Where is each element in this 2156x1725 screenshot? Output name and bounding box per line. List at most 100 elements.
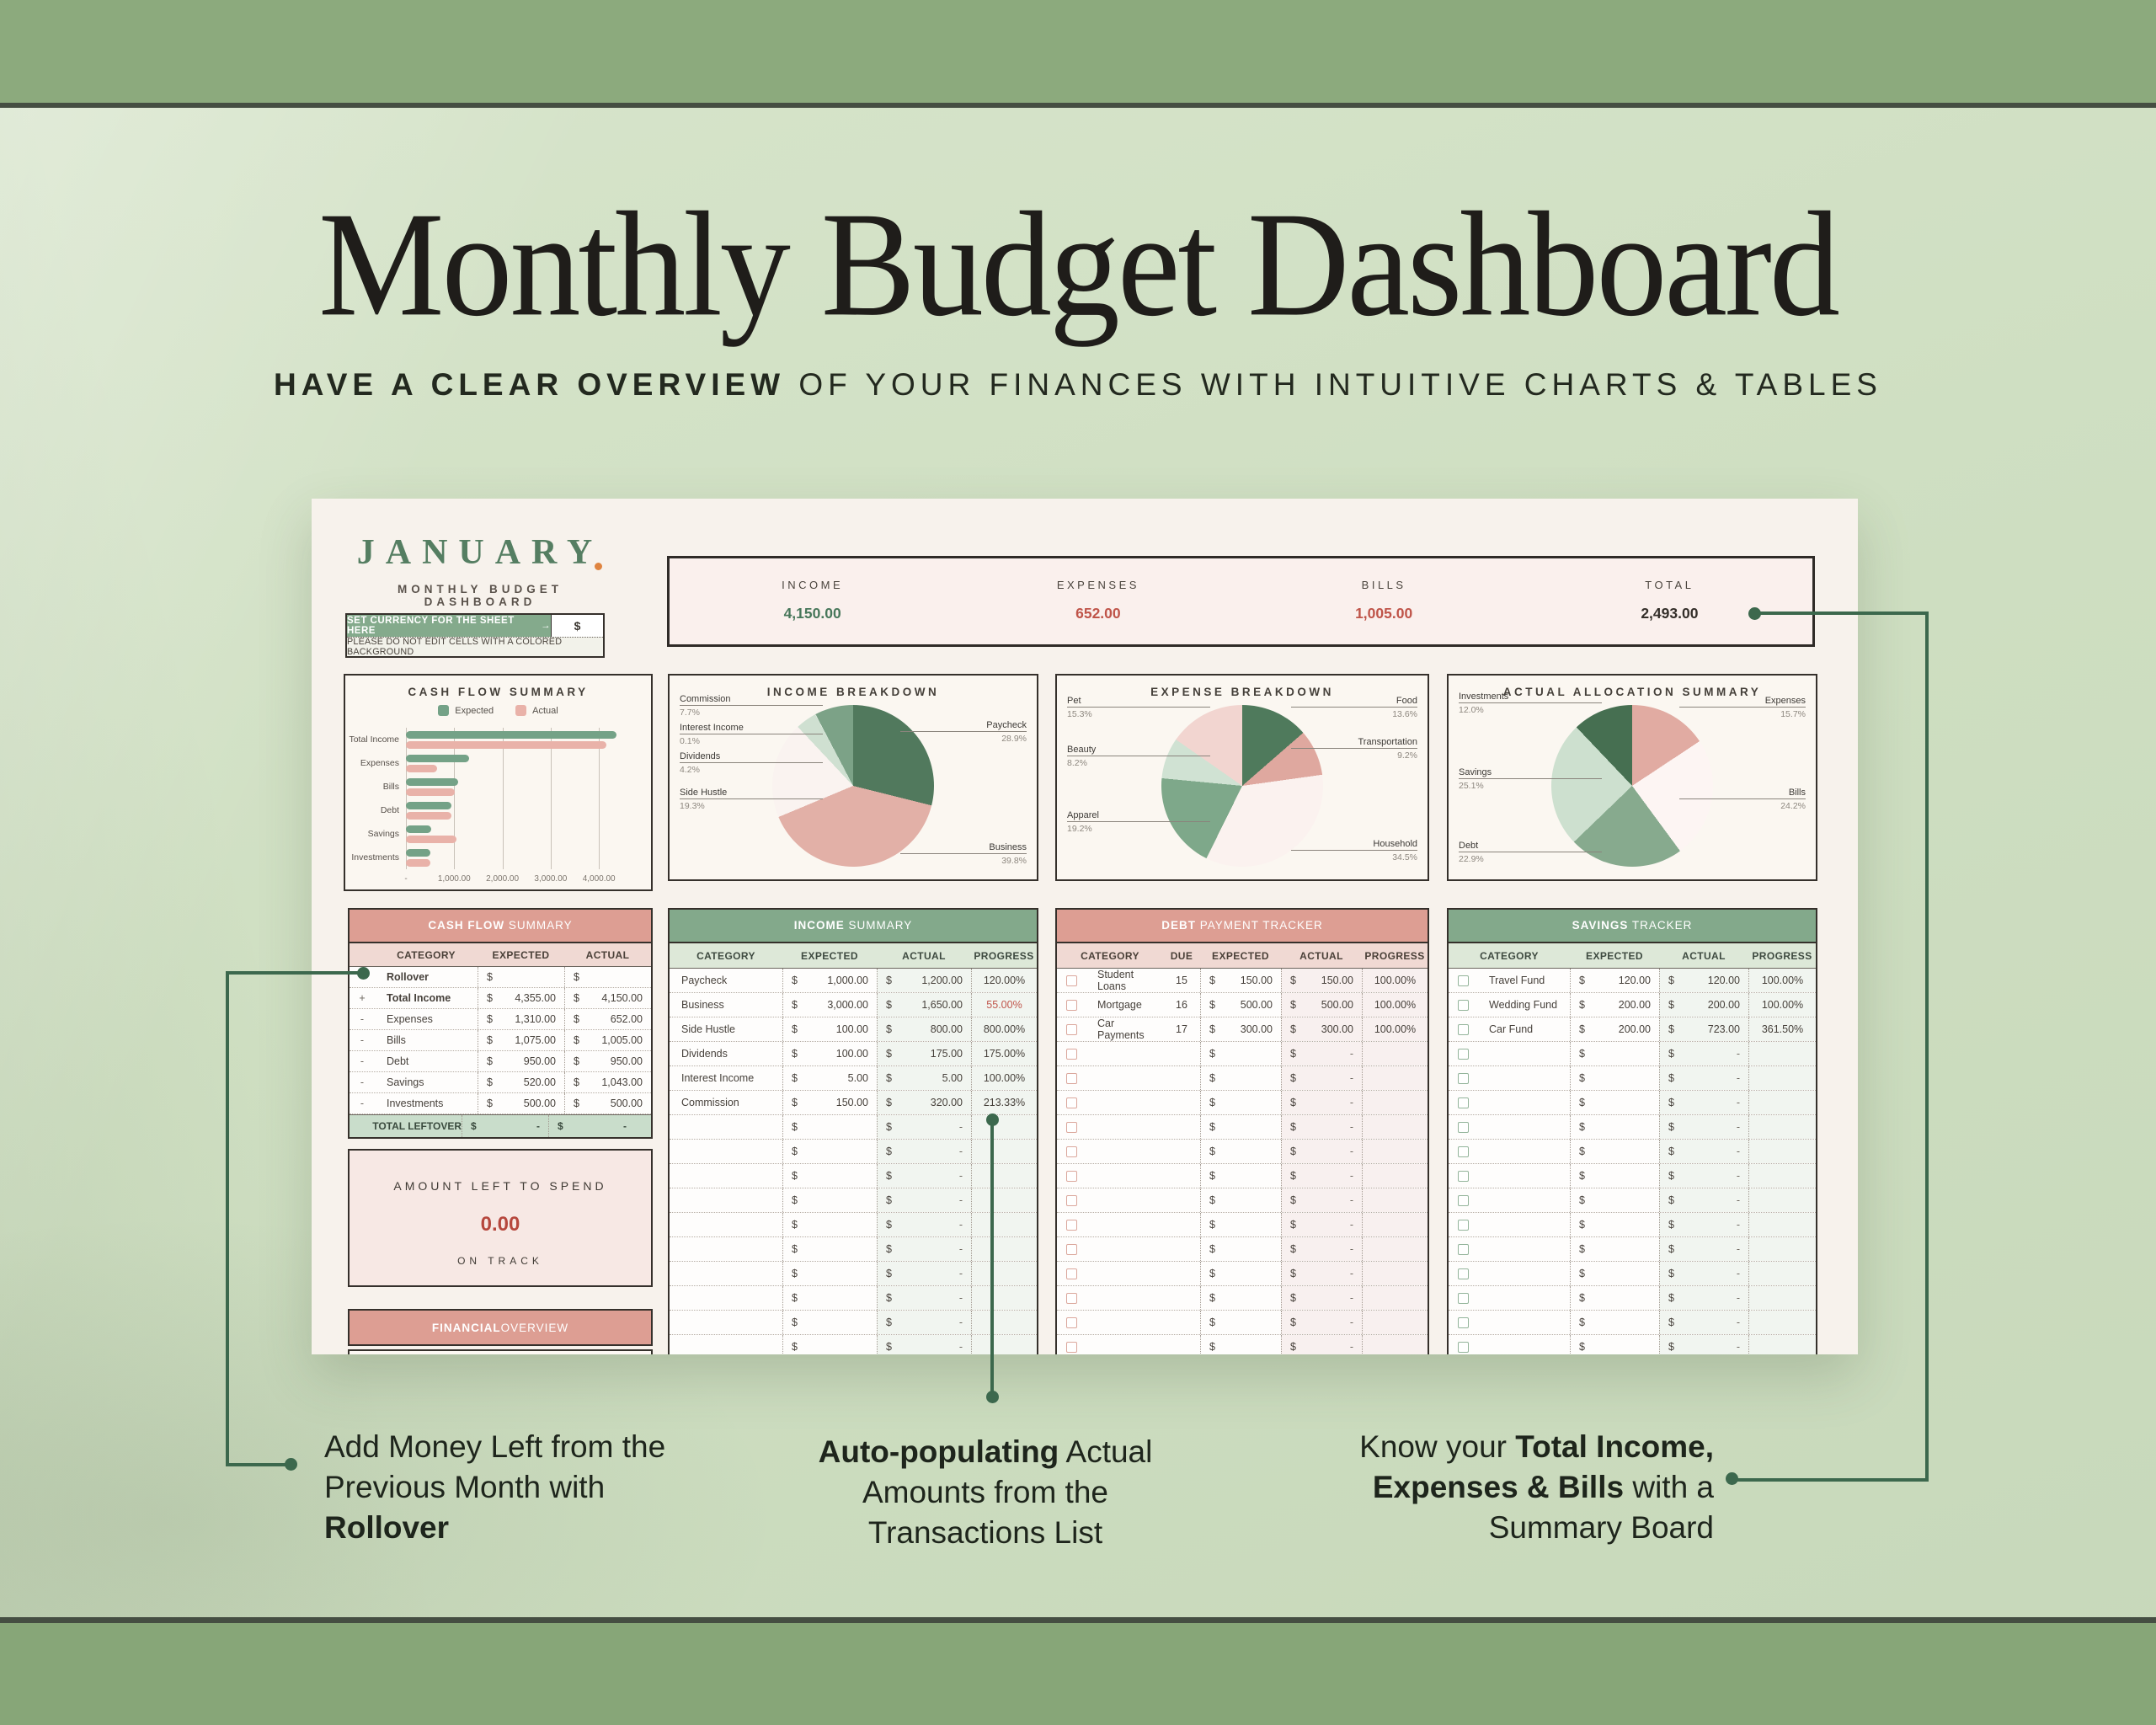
- empty-table-row[interactable]: [1449, 1311, 1816, 1335]
- checkbox[interactable]: [1065, 1268, 1077, 1279]
- checkbox[interactable]: [1457, 999, 1469, 1011]
- expected-cell[interactable]: [1570, 1164, 1659, 1188]
- category-cell[interactable]: [1086, 1164, 1163, 1188]
- category-cell[interactable]: [1086, 1311, 1163, 1334]
- category-cell[interactable]: [670, 1335, 782, 1354]
- category-cell[interactable]: [670, 1213, 782, 1236]
- empty-table-row[interactable]: [1449, 1042, 1816, 1066]
- checkbox[interactable]: [1457, 975, 1469, 986]
- table-row[interactable]: Wedding Fund 200.00 200.00 100.00%: [1449, 993, 1816, 1017]
- empty-table-row[interactable]: [1449, 1262, 1816, 1286]
- empty-table-row[interactable]: [1057, 1311, 1428, 1335]
- empty-table-row[interactable]: [1449, 1066, 1816, 1091]
- category-cell[interactable]: Student Loans: [1097, 969, 1134, 992]
- checkbox[interactable]: [1457, 1146, 1469, 1157]
- checkbox[interactable]: [1065, 999, 1077, 1011]
- expected-cell[interactable]: [1200, 1066, 1281, 1090]
- empty-table-row[interactable]: [1449, 1164, 1816, 1188]
- expected-cell[interactable]: [1200, 1286, 1281, 1310]
- checkbox[interactable]: [1065, 975, 1077, 986]
- empty-table-row[interactable]: [670, 1262, 1037, 1286]
- checkbox[interactable]: [1457, 1023, 1469, 1035]
- checkbox[interactable]: [1457, 1170, 1469, 1182]
- due-cell[interactable]: [1163, 1164, 1200, 1188]
- expected-cell[interactable]: 500.00: [1200, 993, 1281, 1017]
- empty-table-row[interactable]: [1057, 1091, 1428, 1115]
- empty-table-row[interactable]: [670, 1164, 1037, 1188]
- empty-table-row[interactable]: [1057, 1066, 1428, 1091]
- expected-cell[interactable]: 120.00: [1570, 969, 1659, 992]
- checkbox[interactable]: [1457, 1097, 1469, 1108]
- category-cell[interactable]: [1086, 1286, 1163, 1310]
- empty-table-row[interactable]: [670, 1188, 1037, 1213]
- due-cell[interactable]: [1163, 1042, 1200, 1065]
- category-cell[interactable]: Business: [681, 999, 724, 1011]
- due-cell[interactable]: 16: [1176, 999, 1187, 1011]
- empty-table-row[interactable]: [1057, 1140, 1428, 1164]
- category-cell[interactable]: [1477, 1115, 1570, 1139]
- category-cell[interactable]: [1477, 1091, 1570, 1114]
- table-row[interactable]: Dividends 100.00 175.00 175.00%: [670, 1042, 1037, 1066]
- category-cell[interactable]: Mortgage: [1097, 999, 1142, 1011]
- checkbox[interactable]: [1065, 1170, 1077, 1182]
- category-cell[interactable]: Interest Income: [681, 1072, 755, 1084]
- expected-cell[interactable]: [1570, 1335, 1659, 1354]
- category-cell[interactable]: [670, 1140, 782, 1163]
- checkbox[interactable]: [1457, 1194, 1469, 1206]
- checkbox[interactable]: [1065, 1341, 1077, 1353]
- category-cell[interactable]: [670, 1262, 782, 1285]
- due-cell[interactable]: [1163, 1237, 1200, 1261]
- empty-table-row[interactable]: [1449, 1213, 1816, 1237]
- expected-cell[interactable]: [1200, 1311, 1281, 1334]
- expected-cell[interactable]: [782, 1140, 877, 1163]
- expected-cell[interactable]: [1570, 1262, 1659, 1285]
- expected-cell[interactable]: [1200, 1188, 1281, 1212]
- category-cell[interactable]: [1477, 1213, 1570, 1236]
- due-cell[interactable]: 17: [1176, 1023, 1187, 1035]
- due-cell[interactable]: [1163, 1066, 1200, 1090]
- due-cell[interactable]: [1163, 1286, 1200, 1310]
- category-cell[interactable]: [670, 1164, 782, 1188]
- category-cell[interactable]: [1477, 1140, 1570, 1163]
- empty-table-row[interactable]: [1449, 1335, 1816, 1354]
- empty-table-row[interactable]: [1057, 1335, 1428, 1354]
- checkbox[interactable]: [1457, 1292, 1469, 1304]
- due-cell[interactable]: [1163, 1188, 1200, 1212]
- due-cell[interactable]: 15: [1176, 975, 1187, 986]
- category-cell[interactable]: [1086, 1091, 1163, 1114]
- empty-table-row[interactable]: [1449, 1091, 1816, 1115]
- empty-table-row[interactable]: [1057, 1164, 1428, 1188]
- empty-table-row[interactable]: [1449, 1237, 1816, 1262]
- empty-table-row[interactable]: [670, 1140, 1037, 1164]
- expected-cell[interactable]: [1200, 1237, 1281, 1261]
- checkbox[interactable]: [1065, 1292, 1077, 1304]
- table-row[interactable]: Side Hustle 100.00 800.00 800.00%: [670, 1017, 1037, 1042]
- checkbox[interactable]: [1457, 1219, 1469, 1231]
- table-row[interactable]: Car Fund 200.00 723.00 361.50%: [1449, 1017, 1816, 1042]
- empty-table-row[interactable]: [1449, 1286, 1816, 1311]
- expected-cell[interactable]: [1200, 1115, 1281, 1139]
- checkbox[interactable]: [1065, 1097, 1077, 1108]
- category-cell[interactable]: Car Fund: [1489, 1023, 1534, 1035]
- expected-cell[interactable]: [782, 1262, 877, 1285]
- category-cell[interactable]: [1477, 1188, 1570, 1212]
- expected-cell[interactable]: 3,000.00: [782, 993, 877, 1017]
- category-cell[interactable]: [1477, 1042, 1570, 1065]
- empty-table-row[interactable]: [1057, 1042, 1428, 1066]
- empty-table-row[interactable]: [1057, 1262, 1428, 1286]
- expected-cell[interactable]: [1200, 1042, 1281, 1065]
- expected-cell[interactable]: [1200, 1164, 1281, 1188]
- checkbox[interactable]: [1457, 1048, 1469, 1060]
- expected-cell[interactable]: [1200, 1091, 1281, 1114]
- category-cell[interactable]: [1477, 1066, 1570, 1090]
- table-row[interactable]: Paycheck 1,000.00 1,200.00 120.00%: [670, 969, 1037, 993]
- expected-cell[interactable]: [1200, 1335, 1281, 1354]
- expected-cell[interactable]: 200.00: [1570, 1017, 1659, 1041]
- table-row[interactable]: Student Loans 15 150.00 150.00 100.00%: [1057, 969, 1428, 993]
- category-cell[interactable]: Side Hustle: [681, 1023, 735, 1035]
- category-cell[interactable]: [670, 1286, 782, 1310]
- expected-cell[interactable]: 200.00: [1570, 993, 1659, 1017]
- expected-cell[interactable]: [1570, 1286, 1659, 1310]
- expected-cell[interactable]: 100.00: [782, 1042, 877, 1065]
- expected-cell[interactable]: [782, 1164, 877, 1188]
